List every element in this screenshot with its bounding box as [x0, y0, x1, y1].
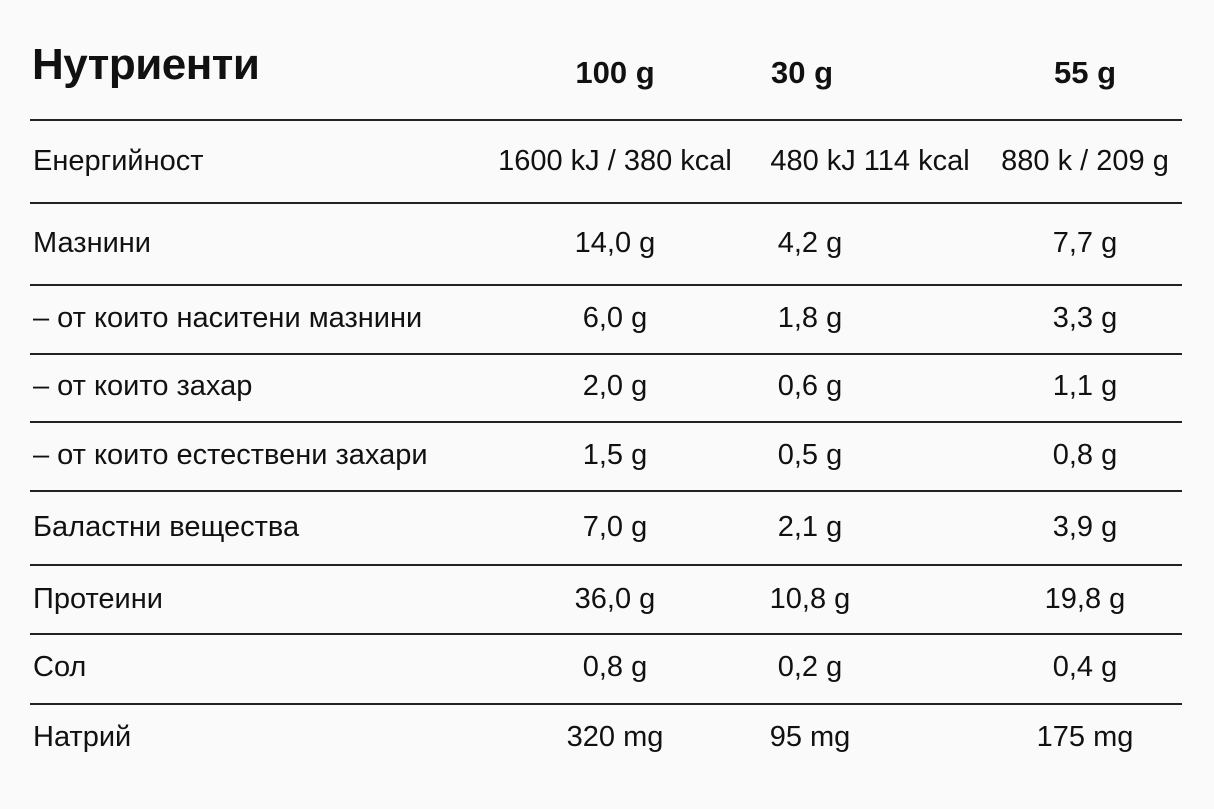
row-label: – от които естествени захари — [33, 439, 428, 471]
row-value: 1,8 g — [777, 302, 843, 334]
row-value: 0,8 g — [1052, 439, 1118, 471]
row-value: 2,0 g — [582, 370, 648, 402]
row-value: 6,0 g — [582, 302, 648, 334]
row-value: 3,9 g — [1052, 511, 1118, 543]
table-title: Нутриенти — [32, 40, 260, 89]
divider — [30, 421, 1182, 423]
row-value: 4,2 g — [777, 227, 843, 259]
row-value: 95 mg — [769, 721, 851, 753]
row-value: 10,8 g — [769, 583, 851, 615]
table-row: Протеини 36,0 g 10,8 g 19,8 g — [0, 579, 1214, 619]
row-value: 480 kJ 114 kcal — [770, 145, 970, 177]
table-row: – от които захар 2,0 g 0,6 g 1,1 g — [0, 366, 1214, 406]
table-row: Енергийност 1600 kJ / 380 kcal 480 kJ 114 … — [0, 141, 1214, 181]
divider — [30, 202, 1182, 204]
column-header-55g: 55 g — [1053, 55, 1117, 90]
row-value: 1,1 g — [1052, 370, 1118, 402]
row-value: 0,4 g — [1052, 651, 1118, 683]
row-value: 0,2 g — [777, 651, 843, 683]
row-value: 175 mg — [1036, 721, 1134, 753]
row-label: – от които захар — [33, 370, 253, 402]
row-label: Баластни вещества — [33, 511, 300, 543]
table-row: – от които наситени мазнини 6,0 g 1,8 g 3,3… — [0, 298, 1214, 338]
row-value: 7,7 g — [1052, 227, 1118, 259]
row-value: 36,0 g — [574, 583, 656, 615]
divider — [30, 119, 1182, 121]
row-value: 0,8 g — [582, 651, 648, 683]
row-value: 320 mg — [566, 721, 664, 753]
divider — [30, 564, 1182, 566]
divider — [30, 353, 1182, 355]
row-value: 3,3 g — [1052, 302, 1118, 334]
divider — [30, 284, 1182, 286]
divider — [30, 703, 1182, 705]
table-row: Мазнини 14,0 g 4,2 g 7,7 g — [0, 223, 1214, 263]
row-label: – от които наситени мазнини — [33, 302, 423, 334]
column-header-100g: 100 g — [575, 55, 655, 90]
row-value: 2,1 g — [777, 511, 843, 543]
row-value: 14,0 g — [574, 227, 656, 259]
table-row: Сол 0,8 g 0,2 g 0,4 g — [0, 647, 1214, 687]
column-header-30g: 30 g — [770, 55, 834, 90]
row-value: 880 k / 209 g — [1001, 145, 1169, 177]
row-label: Протеини — [33, 583, 163, 615]
row-value: 1,5 g — [582, 439, 648, 471]
row-value: 0,6 g — [777, 370, 843, 402]
row-value: 7,0 g — [582, 511, 648, 543]
divider — [30, 633, 1182, 635]
row-label: Мазнини — [33, 227, 152, 259]
row-value: 19,8 g — [1044, 583, 1126, 615]
table-row: Натрий 320 mg 95 mg 175 mg — [0, 717, 1214, 757]
row-label: Натрий — [33, 721, 132, 753]
divider — [30, 490, 1182, 492]
table-row: – от които естествени захари 1,5 g 0,5 g 0,… — [0, 435, 1214, 475]
row-label: Енергийност — [33, 145, 204, 177]
table-row: Баластни вещества 7,0 g 2,1 g 3,9 g — [0, 507, 1214, 547]
row-value: 1600 kJ / 380 kcal — [498, 145, 732, 177]
row-value: 0,5 g — [777, 439, 843, 471]
row-label: Сол — [33, 651, 87, 683]
